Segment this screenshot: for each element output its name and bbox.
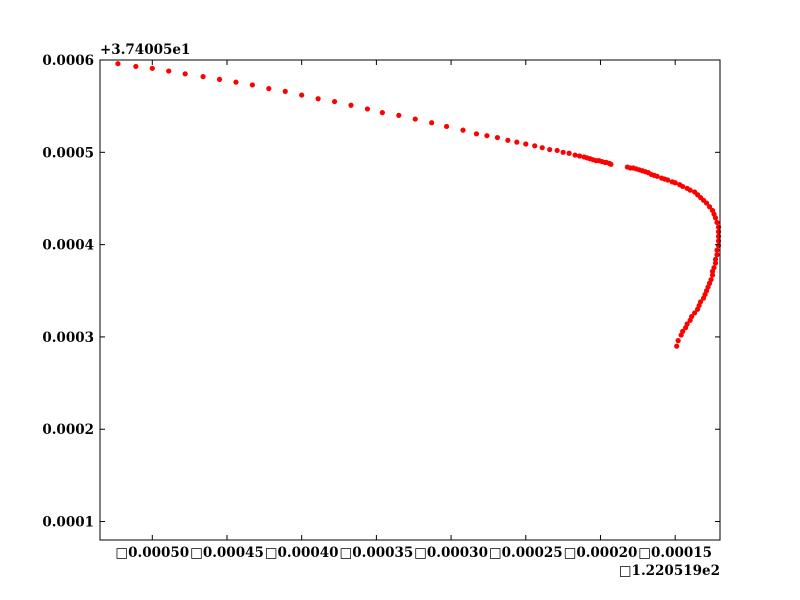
data-point (608, 161, 614, 167)
data-point (200, 74, 206, 80)
data-point (665, 177, 671, 183)
data-point (523, 141, 529, 147)
data-point (460, 127, 466, 133)
data-point (566, 150, 572, 156)
data-point (560, 149, 566, 155)
x-tick-label: □0.00045 (190, 545, 264, 561)
y-tick-label: 0.0004 (42, 238, 94, 254)
data-point (149, 65, 155, 71)
data-point (315, 96, 321, 102)
data-point (282, 88, 288, 94)
y-tick-label: 0.0005 (42, 145, 94, 161)
data-point (115, 61, 121, 67)
data-point (714, 252, 720, 258)
x-axis-ticks: □0.00050 □0.00045 □0.00040 □0.00035 □0.00030… (115, 60, 712, 561)
data-point (680, 183, 686, 190)
data-point (379, 110, 385, 116)
data-point (694, 306, 701, 312)
data-point (539, 145, 545, 151)
data-point (484, 133, 490, 139)
data-point (505, 137, 511, 143)
plot-area-frame (99, 59, 721, 541)
data-point (706, 204, 713, 210)
data-points (115, 61, 722, 349)
data-point (709, 268, 716, 274)
data-point (712, 215, 719, 221)
data-point (396, 112, 402, 118)
data-point (674, 343, 680, 349)
y-tick-label: 0.0006 (42, 53, 94, 69)
data-point (299, 92, 305, 98)
data-point (166, 68, 172, 74)
data-point (678, 332, 684, 338)
x-tick-label: □0.00020 (564, 545, 638, 561)
data-point (514, 139, 520, 145)
x-tick-label: □0.00040 (265, 545, 339, 561)
x-tick-label: □0.00015 (638, 545, 712, 561)
data-point (709, 272, 716, 278)
data-point (576, 153, 583, 159)
data-point (494, 134, 500, 141)
data-point (683, 325, 689, 331)
data-point (444, 123, 450, 130)
data-point (714, 247, 720, 253)
data-point (412, 116, 418, 122)
data-point (331, 98, 338, 105)
data-point (266, 86, 272, 92)
data-point (233, 79, 239, 85)
data-point (473, 131, 480, 137)
data-point (654, 173, 660, 179)
y-tick-label: 0.0002 (42, 422, 94, 438)
data-point (675, 338, 681, 344)
data-point (672, 180, 678, 186)
x-offset-label: □1.220519e2 (619, 563, 720, 579)
y-tick-label: 0.0003 (42, 330, 94, 346)
y-tick-label: 0.0001 (42, 515, 94, 531)
x-tick-label: □0.00050 (115, 545, 189, 561)
x-tick-label: □0.00030 (414, 545, 488, 561)
data-point (348, 102, 354, 108)
data-point (687, 187, 693, 193)
data-point (692, 310, 698, 316)
data-point (572, 152, 578, 158)
data-point (216, 76, 223, 82)
x-tick-label: □0.00025 (489, 545, 563, 561)
data-point (182, 71, 188, 77)
data-point (547, 146, 553, 153)
data-point (249, 82, 255, 88)
data-point (714, 219, 720, 226)
data-point (712, 256, 719, 262)
y-axis-ticks: 0.0001 0.0002 0.0003 0.0004 0.0005 0.0006 (42, 53, 720, 531)
data-point (554, 147, 560, 154)
data-point (700, 295, 707, 301)
x-tick-label: □0.00035 (339, 545, 413, 561)
data-point (532, 143, 538, 149)
data-point (133, 63, 139, 70)
data-point (364, 106, 371, 112)
data-point (703, 200, 710, 206)
data-point (687, 317, 693, 323)
data-point (429, 120, 435, 126)
y-offset-label: +3.74005e1 (100, 42, 190, 58)
data-point (712, 260, 719, 266)
